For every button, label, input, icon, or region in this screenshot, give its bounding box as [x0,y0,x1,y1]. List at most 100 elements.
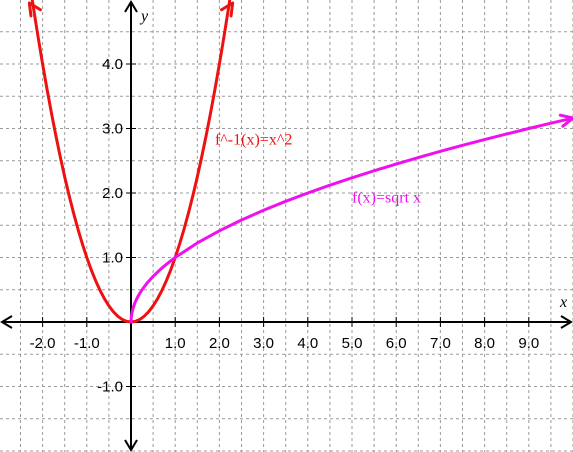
x-tick-label: 8.0 [474,335,495,352]
data-point [161,289,163,291]
data-point [439,150,441,152]
data-point [506,133,508,135]
data-point [146,282,148,284]
y-tick-label: 1.0 [102,250,123,267]
data-point [174,256,176,259]
series-label: f^-1(x)=x^2 [215,132,292,149]
data-point [166,263,168,265]
data-point [99,289,101,291]
data-point [329,184,331,186]
series-2 [129,113,573,324]
x-tick-label: 1.0 [165,335,186,352]
series-label: f(x)=sqrt x [352,190,421,207]
x-tick-label: 6.0 [386,335,407,352]
data-point [484,138,486,141]
data-point [125,320,128,322]
data-point [141,289,143,291]
data-point [90,269,92,271]
data-point [187,212,190,214]
data-point [37,36,39,39]
series-end-arrow [220,1,235,18]
data-point [108,305,110,307]
data-point [148,311,150,313]
x-axis-left-arrow [0,315,13,329]
data-point [139,318,141,321]
x-axis-label: x [559,294,567,311]
data-point [170,269,172,271]
data-point [77,228,79,230]
data-point [218,230,220,232]
y-tick-label: -1.0 [97,379,123,396]
data-point [351,177,353,179]
data-point [417,156,419,159]
data-point [201,156,203,158]
data-point [214,88,216,90]
series-end-arrow [558,113,573,128]
data-point [112,311,114,313]
series-start-arrow [27,1,42,18]
data-point [165,280,167,282]
data-point [209,112,212,114]
data-point [130,314,133,317]
data-point [143,315,145,317]
data-point [81,243,83,245]
x-tick-label: 9.0 [518,335,539,352]
data-point [55,135,57,137]
data-point [86,256,88,259]
data-point [59,156,61,158]
x-tick-label: -1.0 [74,335,100,352]
x-tick-label: 3.0 [253,335,274,352]
data-point [395,163,397,165]
tick-labels: -2.0 -1.0 1.0 2.0 3.0 4.0 5.0 6.0 7.0 8.0 9.0 4.0 3.… [30,56,540,396]
data-point [95,280,97,282]
x-axis-right-arrow [560,315,573,329]
data-point [179,243,181,245]
data-point [158,269,160,271]
data-point [240,219,243,221]
x-tick-label: 4.0 [297,335,318,352]
data-point [33,9,35,11]
data-point [461,144,464,146]
data-point [134,302,136,304]
data-point [117,315,119,317]
data-point [64,176,66,178]
data-point [373,170,375,172]
data-point [192,194,194,197]
data-point [196,242,198,244]
x-tick-label: -2.0 [30,335,56,352]
y-tick-label: 4.0 [102,56,123,73]
data-point [42,63,44,65]
data-point [152,276,154,278]
series-line [129,116,573,324]
data-point [121,318,123,321]
x-tick-label: 5.0 [342,335,363,352]
data-point [103,298,106,300]
data-point [46,88,48,90]
y-axis-top-arrow [124,0,138,13]
data-point [152,305,154,307]
data-point [205,135,207,137]
data-point [134,320,137,322]
y-axis-label: y [139,8,149,25]
data-point [196,176,198,178]
data-point [72,212,75,214]
data-point [307,192,309,194]
series: f^-1(x)=x^2 f(x)=sqrt x [27,0,573,324]
data-point [130,321,132,323]
data-point [227,9,229,11]
data-point [218,63,220,65]
data-point [183,228,185,230]
data-point [223,36,225,39]
y-axis-bottom-arrow [124,439,138,452]
data-point [137,295,139,297]
y-tick-label: 3.0 [102,121,123,138]
y-tick-label: 2.0 [102,185,123,202]
data-point [156,298,159,300]
data-point [285,200,287,202]
data-point [528,127,530,130]
data-point [68,194,70,197]
data-point [263,209,265,211]
